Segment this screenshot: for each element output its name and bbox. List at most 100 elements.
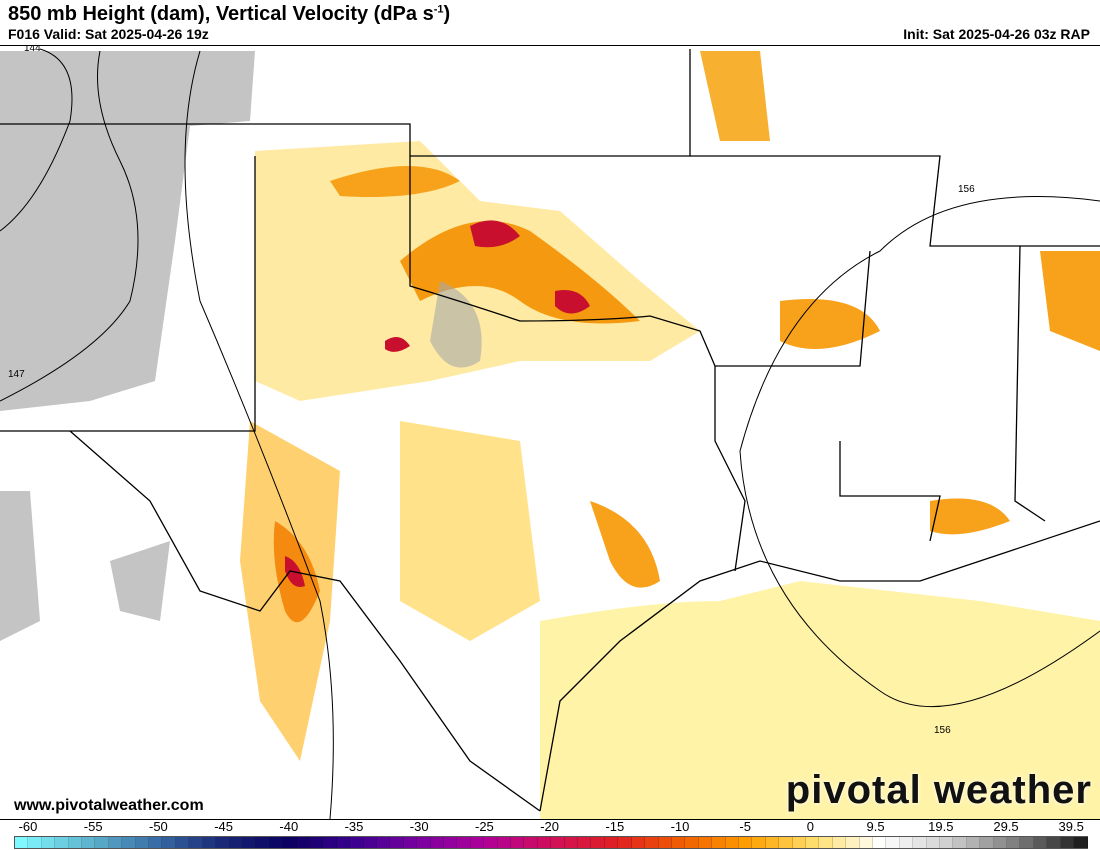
weather-map[interactable]: 144 147 156 156 [0, 45, 1100, 820]
colorbar [14, 836, 1088, 849]
colorbar-cell [779, 837, 793, 848]
colorbar-cell [175, 837, 190, 848]
colorbar-tick-label: -50 [148, 819, 168, 834]
colorbar-cell [765, 837, 780, 848]
valid-time: F016 Valid: Sat 2025-04-26 19z [8, 26, 209, 42]
colorbar-tick-label: 39.5 [1058, 819, 1084, 834]
contour-label: 156 [934, 725, 951, 736]
state-borders [0, 49, 1100, 812]
colorbar-cell [926, 837, 941, 848]
terrain-gray-mask [0, 51, 255, 641]
colorbar-cell [1007, 837, 1021, 848]
init-time: Init: Sat 2025-04-26 03z RAP [903, 26, 1090, 42]
colorbar-cell [122, 837, 136, 848]
colorbar-tick-label: -30 [409, 819, 429, 834]
colorbar-cell [886, 837, 900, 848]
colorbar-cell [417, 837, 431, 848]
colorbar-cell [82, 837, 96, 848]
colorbar-cell [725, 837, 739, 848]
colorbar-cell [283, 837, 297, 848]
colorbar-tick-label: -5 [739, 819, 751, 834]
colorbar-cell [336, 837, 351, 848]
colorbar-cell [899, 837, 914, 848]
contour-label: 156 [958, 184, 975, 195]
colorbar-cell [752, 837, 766, 848]
colorbar-cell [55, 837, 69, 848]
height-contours [0, 48, 1100, 819]
colorbar-cell [41, 837, 56, 848]
colorbar-cell [256, 837, 270, 848]
colorbar-cell [1020, 837, 1034, 848]
colorbar-tick-label: -55 [83, 819, 103, 834]
contour-label: 144 [24, 46, 41, 54]
colorbar-cell [1074, 837, 1088, 848]
colorbar-cell [832, 837, 847, 848]
colorbar-cell [363, 837, 377, 848]
title-superscript: -1 [433, 3, 444, 16]
colorbar-cell [658, 837, 672, 848]
colorbar-cell [712, 837, 726, 848]
colorbar-cell [966, 837, 981, 848]
colorbar-cell [873, 837, 887, 848]
colorbar-cell [323, 837, 337, 848]
colorbar-cell [859, 837, 873, 848]
colorbar-cell [309, 837, 324, 848]
colorbar-cell [390, 837, 404, 848]
colorbar-tick-label: -40 [279, 819, 299, 834]
colorbar-cell [229, 837, 243, 848]
colorbar-cell [484, 837, 498, 848]
colorbar-cell [95, 837, 109, 848]
colorbar-cell [202, 837, 217, 848]
colorbar-cell [578, 837, 592, 848]
title-text: 850 mb Height (dam), Vertical Velocity (… [8, 3, 434, 25]
colorbar-cell [685, 837, 699, 848]
colorbar-tick-label: -60 [18, 819, 38, 834]
colorbar-cell [953, 837, 967, 848]
colorbar-cell [631, 837, 646, 848]
colorbar-cell [591, 837, 605, 848]
colorbar-cell [537, 837, 552, 848]
colorbar-cell [108, 837, 123, 848]
colorbar-cell [68, 837, 83, 848]
colorbar-cell [1033, 837, 1048, 848]
colorbar-tick-label: -35 [344, 819, 364, 834]
colorbar-cell [846, 837, 860, 848]
colorbar-cell [1060, 837, 1075, 848]
colorbar-cell [149, 837, 163, 848]
colorbar-cell [242, 837, 257, 848]
colorbar-tick-label: 0 [806, 819, 815, 834]
colorbar-cell [564, 837, 579, 848]
colorbar-cell [738, 837, 753, 848]
colorbar-cell [698, 837, 713, 848]
colorbar-cell [551, 837, 565, 848]
colorbar-tick-label: 9.5 [866, 819, 885, 834]
colorbar-tick-label: 19.5 [928, 819, 954, 834]
colorbar-cell [497, 837, 512, 848]
colorbar-cell [162, 837, 176, 848]
colorbar-tick-label: -45 [214, 819, 233, 834]
colorbar-cell [671, 837, 686, 848]
colorbar-cell [28, 837, 42, 848]
colorbar-cell [189, 837, 203, 848]
colorbar-cell [470, 837, 485, 848]
colorbar-cell [980, 837, 994, 848]
colorbar-cell [216, 837, 230, 848]
colorbar-cell [457, 837, 471, 848]
colorbar-cell [444, 837, 458, 848]
colorbar-cell [940, 837, 954, 848]
colorbar-tick-label: -20 [540, 819, 559, 834]
colorbar-cell [296, 837, 310, 848]
map-canvas: 144 147 156 156 [0, 46, 1100, 819]
colorbar-cell [269, 837, 284, 848]
colorbar-tick-label: -10 [670, 819, 690, 834]
colorbar-cell [913, 837, 927, 848]
colorbar-cell [350, 837, 364, 848]
colorbar-cell [403, 837, 418, 848]
website-credit: www.pivotalweather.com [14, 797, 204, 814]
colorbar-cell [618, 837, 632, 848]
pivotal-weather-logo: pivotal weather [785, 768, 1092, 812]
colorbar-tick-label: -15 [605, 819, 625, 834]
colorbar-cell [805, 837, 820, 848]
colorbar-tick-label: 29.5 [993, 819, 1019, 834]
colorbar-cell [819, 837, 833, 848]
